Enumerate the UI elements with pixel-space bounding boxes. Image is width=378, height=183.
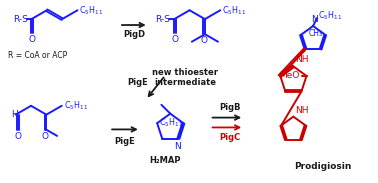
Text: O: O [42, 132, 49, 141]
Text: N: N [174, 142, 181, 151]
Text: CH₃: CH₃ [308, 29, 322, 38]
Text: C$_5$H$_{11}$: C$_5$H$_{11}$ [79, 4, 104, 16]
Text: C$_5$H$_{11}$: C$_5$H$_{11}$ [159, 117, 183, 129]
Text: N: N [311, 15, 318, 24]
Text: O: O [14, 132, 21, 141]
Text: O: O [200, 36, 208, 45]
Text: R-S: R-S [155, 15, 170, 24]
Text: H₂MAP: H₂MAP [150, 156, 181, 165]
Text: C$_5$H$_{11}$: C$_5$H$_{11}$ [64, 100, 88, 112]
Text: R-S: R-S [13, 15, 28, 24]
Text: C$_5$H$_{11}$: C$_5$H$_{11}$ [318, 10, 342, 22]
Text: PigE: PigE [115, 137, 135, 146]
Text: NH: NH [295, 106, 309, 115]
Text: new thioester: new thioester [152, 68, 218, 77]
Text: R = CoA or ACP: R = CoA or ACP [8, 51, 67, 60]
Text: Prodigiosin: Prodigiosin [294, 162, 352, 171]
Text: O: O [172, 35, 179, 44]
Text: PigC: PigC [220, 133, 241, 142]
Text: C$_5$H$_{11}$: C$_5$H$_{11}$ [222, 4, 246, 16]
Text: O: O [29, 35, 36, 44]
Text: PigE: PigE [127, 78, 148, 87]
Text: NH: NH [295, 55, 309, 64]
Text: MeO: MeO [279, 71, 300, 80]
Text: H: H [11, 110, 17, 119]
Text: PigB: PigB [220, 103, 241, 112]
Text: intermediate: intermediate [154, 78, 216, 87]
Text: PigD: PigD [123, 30, 145, 39]
